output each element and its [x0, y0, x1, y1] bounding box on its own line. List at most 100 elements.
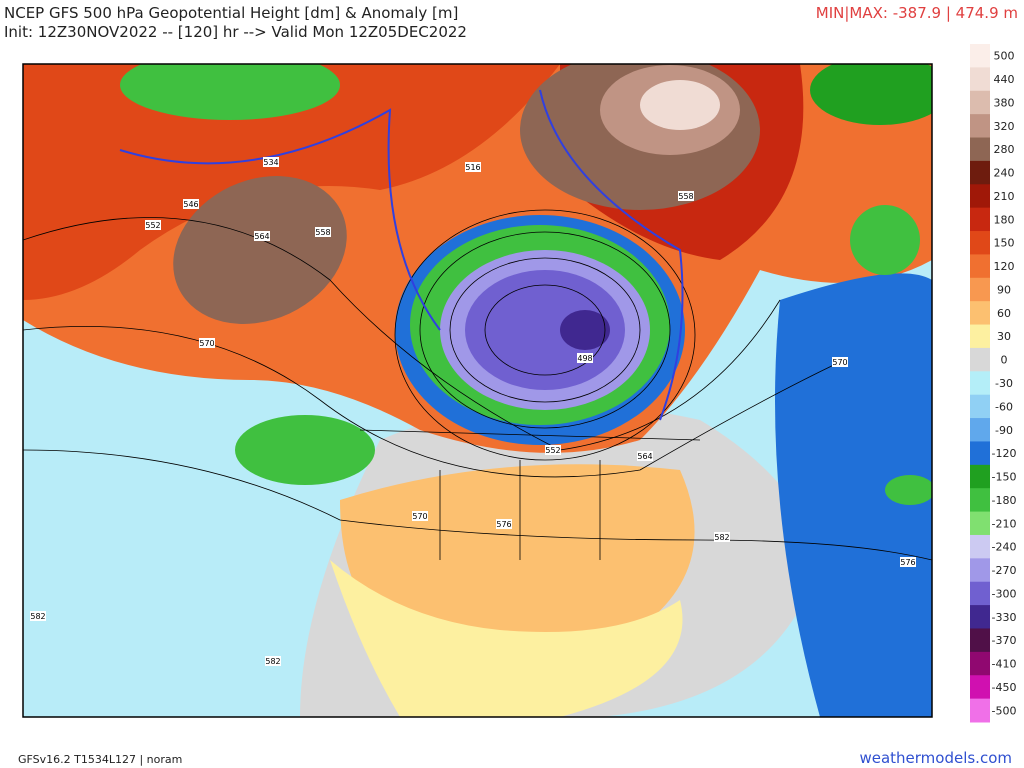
colorbar-label: -60 — [995, 400, 1013, 413]
colorbar-label: -90 — [995, 424, 1013, 437]
colorbar-label: -300 — [992, 587, 1017, 600]
colorbar-swatch — [970, 418, 990, 442]
colorbar-label: -330 — [992, 611, 1017, 624]
colorbar-label: 0 — [1001, 354, 1008, 367]
contour-label: 582 — [265, 657, 280, 666]
colorbar-label: -30 — [995, 377, 1013, 390]
colorbar-swatch — [970, 441, 990, 466]
colorbar-label: -450 — [992, 681, 1017, 694]
colorbar-label: 240 — [994, 167, 1015, 180]
colorbar-swatch — [970, 651, 990, 676]
contour-label-bg — [496, 519, 512, 529]
contour-label-bg — [900, 557, 916, 567]
contour-label-bg — [678, 191, 694, 201]
colorbar-swatch — [970, 114, 990, 139]
colorbar-label: -410 — [992, 658, 1017, 671]
colorbar-swatch — [970, 675, 990, 700]
colorbar-label: 180 — [994, 213, 1015, 226]
contour-label: 564 — [254, 232, 269, 241]
contour-label: 552 — [545, 446, 560, 455]
contour-label-bg — [637, 451, 653, 461]
contour-label-bg — [254, 231, 270, 241]
contour-label-bg — [465, 162, 481, 172]
colorbar-label: -150 — [992, 471, 1017, 484]
colorbar-swatch — [970, 301, 990, 326]
min-max: MIN|MAX: -387.9 | 474.9 m — [816, 4, 1018, 22]
colorbar-label: -120 — [992, 447, 1017, 460]
contour-label: 498 — [577, 354, 592, 363]
colorbar-swatch — [970, 371, 990, 396]
contour-label-bg — [315, 227, 331, 237]
model-info: GFSv16.2 T1534L127 | noram — [18, 753, 182, 766]
contour-label: 564 — [637, 452, 652, 461]
contour-label-bg — [199, 338, 215, 348]
colorbar-swatch — [970, 160, 990, 185]
contour-label-bg — [30, 611, 46, 621]
contour-label: 516 — [465, 163, 480, 172]
colorbar-swatch — [970, 558, 990, 583]
contour-label-bg — [577, 353, 593, 363]
colorbar-label: 150 — [994, 237, 1015, 250]
colorbar-label: 120 — [994, 260, 1015, 273]
contour-label: 576 — [900, 558, 915, 567]
contour-label: 570 — [199, 339, 214, 348]
contour-label: 558 — [678, 192, 693, 201]
contour-label-bg — [412, 511, 428, 521]
colorbar-label: 90 — [997, 283, 1011, 296]
colorbar-swatch — [970, 324, 990, 349]
colorbar-swatch — [970, 277, 990, 302]
colorbar-label: -270 — [992, 564, 1017, 577]
subtitle: Init: 12Z30NOV2022 -- [120] hr --> Valid… — [4, 23, 467, 41]
contour-label: 534 — [263, 158, 278, 167]
colorbar-label: 30 — [997, 330, 1011, 343]
colorbar-swatch — [970, 628, 990, 653]
map-frame — [22, 63, 933, 718]
contour-label-bg — [145, 220, 161, 230]
contour-label-bg — [263, 157, 279, 167]
colorbar-swatch — [970, 44, 990, 68]
colorbar-swatch — [970, 464, 990, 489]
colorbar-label: -180 — [992, 494, 1017, 507]
colorbar: 500 440 380 320 280 240 210 180 150 120 90 60 30 0 -30… — [970, 44, 1016, 723]
colorbar-label: 210 — [994, 190, 1015, 203]
contour-label-bg — [545, 445, 561, 455]
contour-label: 570 — [832, 358, 847, 367]
colorbar-swatch — [970, 488, 990, 513]
colorbar-label: -240 — [992, 541, 1017, 554]
colorbar-label: 380 — [994, 96, 1015, 109]
colorbar-label: 320 — [994, 120, 1015, 133]
contour-label-bg — [832, 357, 848, 367]
colorbar-swatch — [970, 347, 990, 372]
colorbar-swatch — [970, 581, 990, 606]
colorbar-swatch — [970, 534, 990, 559]
contour-label: 582 — [714, 533, 729, 542]
contour-label: 576 — [496, 520, 511, 529]
title: NCEP GFS 500 hPa Geopotential Height [dm… — [4, 4, 458, 22]
colorbar-swatch — [970, 90, 990, 115]
contour-label: 552 — [145, 221, 160, 230]
contour-label-bg — [714, 532, 730, 542]
colorbar-swatch — [970, 605, 990, 629]
colorbar-swatch — [970, 207, 990, 232]
contour-label: 546 — [183, 200, 198, 209]
colorbar-swatch — [970, 231, 990, 255]
contour-labels: 534 546 552 564 558 570 516 558 498 570 552 564 570 5… — [30, 157, 916, 666]
colorbar-swatch — [970, 184, 990, 209]
colorbar-label: -370 — [992, 634, 1017, 647]
contour-label-bg — [183, 199, 199, 209]
contour-label: 582 — [30, 612, 45, 621]
colorbar-swatch — [970, 698, 990, 723]
colorbar-swatch — [970, 67, 990, 92]
contour-label-bg — [265, 656, 281, 666]
colorbar-label: 280 — [994, 143, 1015, 156]
colorbar-swatch — [970, 394, 990, 419]
contour-label: 570 — [412, 512, 427, 521]
site: weathermodels.com — [859, 749, 1012, 767]
colorbar-swatch — [970, 137, 990, 162]
colorbar-label: 60 — [997, 307, 1011, 320]
colorbar-label: -210 — [992, 517, 1017, 530]
map — [23, 64, 932, 717]
colorbar-label: 500 — [994, 50, 1015, 63]
contour-label: 558 — [315, 228, 330, 237]
